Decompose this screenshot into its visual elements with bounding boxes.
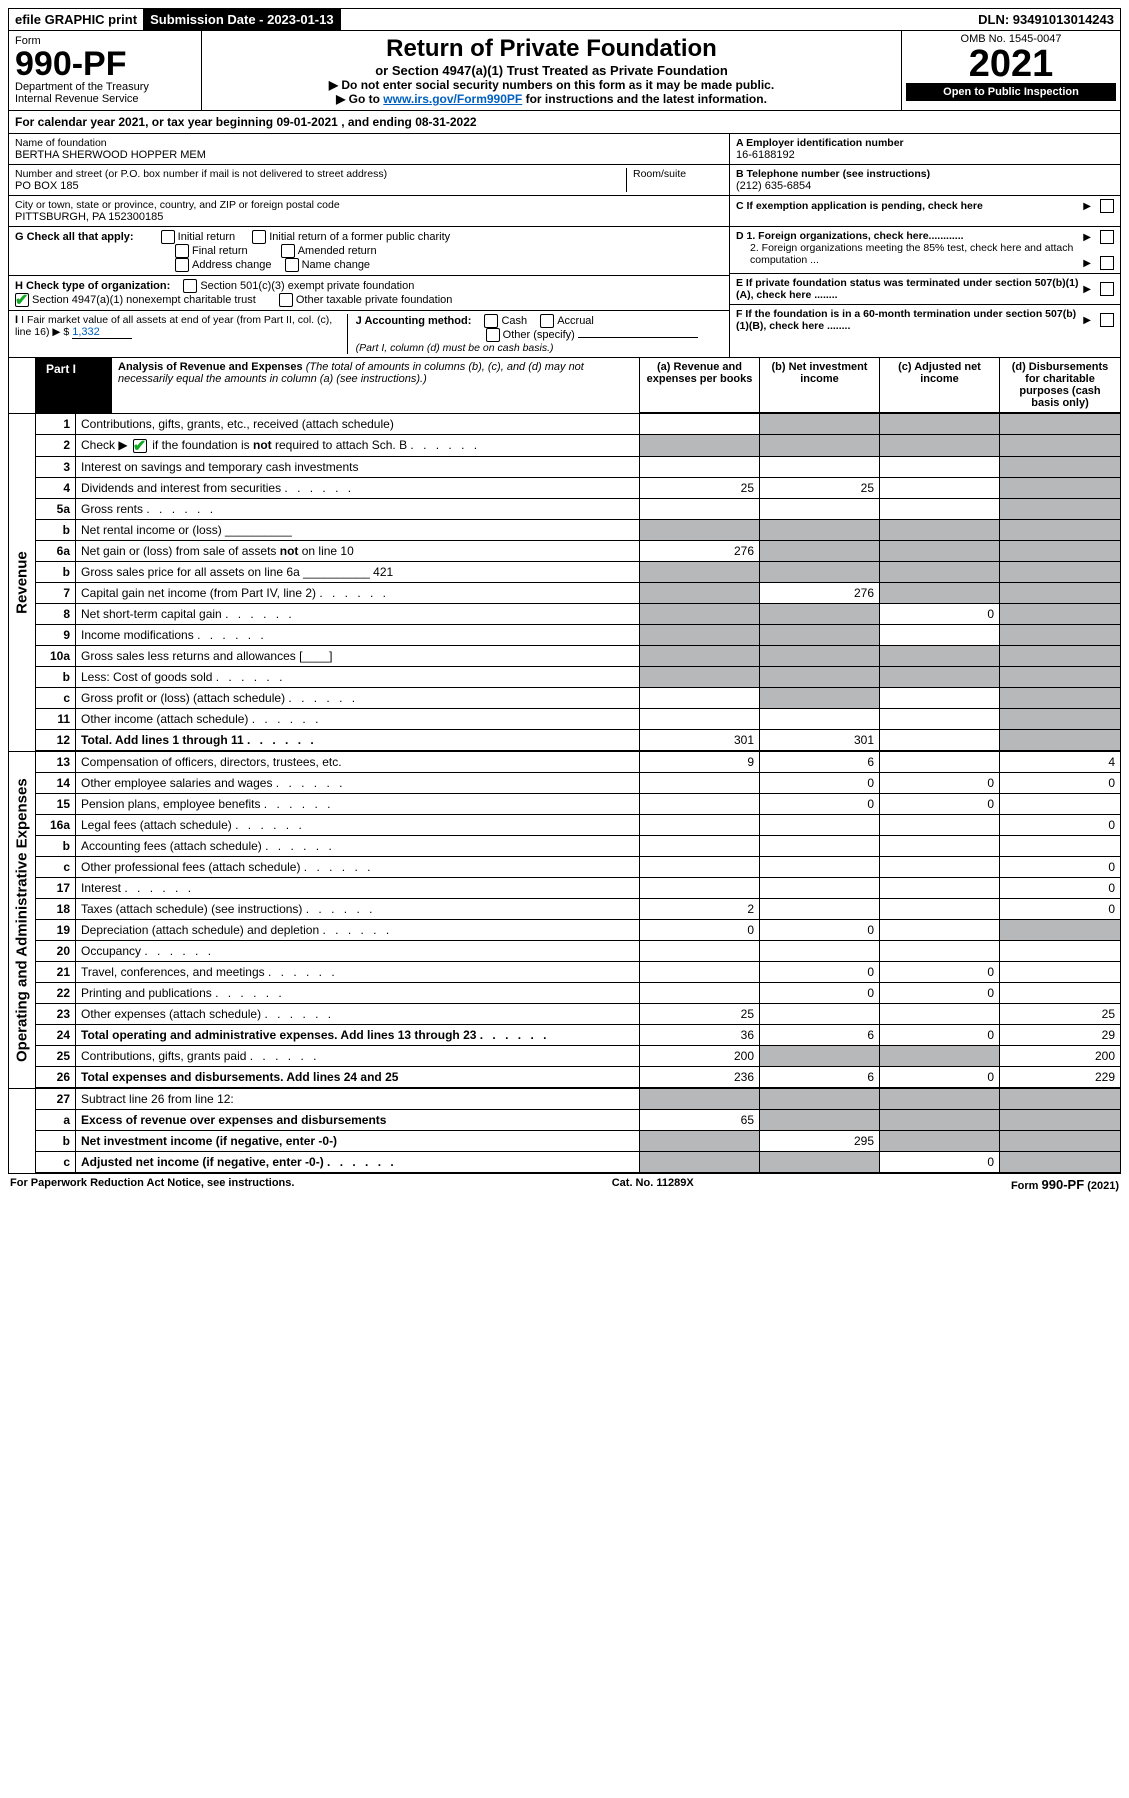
check-sections: G Check all that apply: Initial return I… <box>8 227 1121 358</box>
revenue-side-label: Revenue <box>9 414 35 751</box>
section-h: H Check type of organization: Section 50… <box>9 276 729 311</box>
form-title: Return of Private Foundation <box>210 35 893 63</box>
section-g: G Check all that apply: Initial return I… <box>9 227 729 276</box>
part1-badge: Part I <box>36 358 112 413</box>
year-block: OMB No. 1545-0047 2021 Open to Public In… <box>901 31 1120 110</box>
checkbox-501c3[interactable] <box>183 279 197 293</box>
form-header: Form 990-PF Department of the Treasury I… <box>8 31 1121 111</box>
city-cell: City or town, state or province, country… <box>9 196 729 226</box>
opex-section: Operating and Administrative Expenses 13… <box>8 752 1121 1089</box>
address-cell: Number and street (or P.O. box number if… <box>9 165 729 196</box>
checkbox-amended[interactable] <box>281 244 295 258</box>
col-c-head: (c) Adjusted net income <box>880 358 1000 413</box>
checkbox-f[interactable] <box>1100 313 1114 327</box>
checkbox-address-change[interactable] <box>175 258 189 272</box>
form-number-block: Form 990-PF Department of the Treasury I… <box>9 31 202 110</box>
footer-left: For Paperwork Reduction Act Notice, see … <box>10 1177 294 1192</box>
checkbox-c[interactable] <box>1100 199 1114 213</box>
tax-year: 2021 <box>906 45 1116 83</box>
checkbox-cash[interactable] <box>484 314 498 328</box>
top-bar: efile GRAPHIC print Submission Date - 20… <box>8 8 1121 31</box>
section-d: D 1. Foreign organizations, check here..… <box>730 227 1120 274</box>
checkbox-name-change[interactable] <box>285 258 299 272</box>
part1-desc: Analysis of Revenue and Expenses (The to… <box>112 358 639 413</box>
instr-ssn: ▶ Do not enter social security numbers o… <box>210 78 893 92</box>
col-d-head: (d) Disbursements for charitable purpose… <box>1000 358 1120 413</box>
foundation-name: BERTHA SHERWOOD HOPPER MEM <box>15 149 723 161</box>
checkbox-initial[interactable] <box>161 230 175 244</box>
checkbox-d1[interactable] <box>1100 230 1114 244</box>
open-public: Open to Public Inspection <box>906 83 1116 101</box>
dept: Department of the Treasury <box>15 81 195 93</box>
checkbox-initial-former[interactable] <box>252 230 266 244</box>
checkbox-accrual[interactable] <box>540 314 554 328</box>
summary-section: 27Subtract line 26 from line 12:aExcess … <box>8 1089 1121 1174</box>
instr-goto: ▶ Go to www.irs.gov/Form990PF for instru… <box>210 92 893 106</box>
calendar-year-line: For calendar year 2021, or tax year begi… <box>8 111 1121 134</box>
section-i-j: I I Fair market value of all assets at e… <box>9 311 729 357</box>
form-number: 990-PF <box>15 47 195 81</box>
checkbox-4947[interactable] <box>15 293 29 307</box>
arrow-icon <box>1080 200 1094 212</box>
name-address-block: Name of foundation BERTHA SHERWOOD HOPPE… <box>8 134 1121 227</box>
revenue-section: Revenue 1Contributions, gifts, grants, e… <box>8 414 1121 752</box>
phone-cell: B Telephone number (see instructions) (2… <box>730 165 1120 196</box>
page-footer: For Paperwork Reduction Act Notice, see … <box>8 1174 1121 1195</box>
checkbox-d2[interactable] <box>1100 256 1114 270</box>
period-end: 08-31-2022 <box>415 115 476 129</box>
foundation-city: PITTSBURGH, PA 152300185 <box>15 211 723 223</box>
form-title-block: Return of Private Foundation or Section … <box>202 31 901 110</box>
ein-cell: A Employer identification number 16-6188… <box>730 134 1120 165</box>
section-e: E If private foundation status was termi… <box>730 274 1120 305</box>
foundation-address: PO BOX 185 <box>15 180 626 192</box>
fmv-value[interactable]: 1,332 <box>72 326 132 339</box>
footer-right: Form 990-PF (2021) <box>1011 1177 1119 1192</box>
checkbox-e[interactable] <box>1100 282 1114 296</box>
form-subtitle: or Section 4947(a)(1) Trust Treated as P… <box>210 63 893 78</box>
submission-date: Submission Date - 2023-01-13 <box>144 9 341 30</box>
section-f: F If the foundation is in a 60-month ter… <box>730 305 1120 335</box>
exemption-c: C If exemption application is pending, c… <box>730 196 1120 216</box>
footer-mid: Cat. No. 11289X <box>612 1177 694 1192</box>
dln: DLN: 93491013014243 <box>972 9 1120 30</box>
col-b-head: (b) Net investment income <box>760 358 880 413</box>
opex-side-label: Operating and Administrative Expenses <box>9 752 35 1088</box>
checkbox-other-taxable[interactable] <box>279 293 293 307</box>
col-a-head: (a) Revenue and expenses per books <box>640 358 760 413</box>
foundation-name-cell: Name of foundation BERTHA SHERWOOD HOPPE… <box>9 134 729 165</box>
period-begin: 09-01-2021 <box>276 115 337 129</box>
irs: Internal Revenue Service <box>15 93 195 105</box>
part1-header-row: Part I Analysis of Revenue and Expenses … <box>8 358 1121 414</box>
ein-value: 16-6188192 <box>736 149 1114 161</box>
efile-label: efile GRAPHIC print <box>9 9 144 30</box>
checkbox-final[interactable] <box>175 244 189 258</box>
fmv-label: I <box>15 314 18 326</box>
checkbox-other-method[interactable] <box>486 328 500 342</box>
phone-value: (212) 635-6854 <box>736 180 1114 192</box>
irs-link[interactable]: www.irs.gov/Form990PF <box>383 92 522 106</box>
